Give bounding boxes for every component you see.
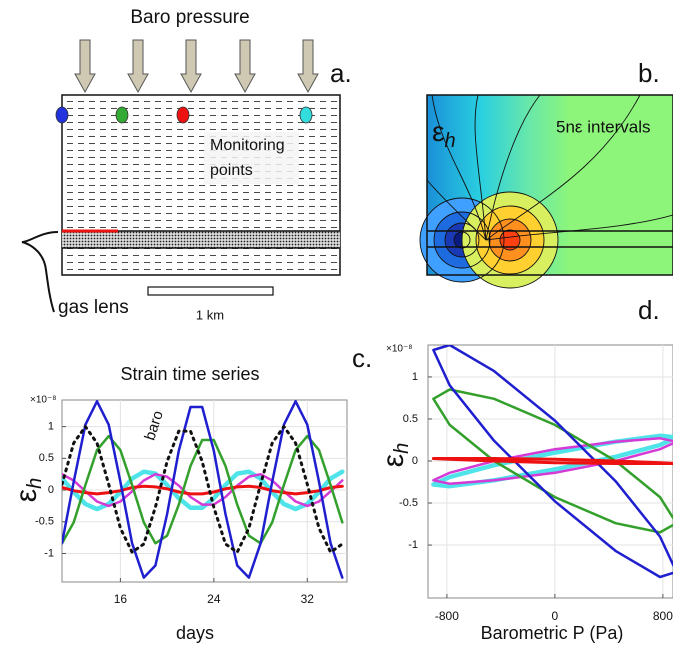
panel-a-title: Baro pressure [130, 7, 249, 28]
y-tick-label: -1 [44, 547, 54, 559]
pressure-arrows [74, 39, 319, 94]
interval-label: 5nε intervals [556, 117, 651, 136]
chart-title: Strain time series [120, 364, 259, 384]
series-line [62, 484, 344, 496]
y-tick-label: 0 [48, 484, 54, 496]
series-line [62, 434, 344, 545]
x-tick-label: 800 [653, 609, 673, 623]
y-tick-label: -1 [408, 539, 418, 551]
y-tick-label: 0.5 [403, 413, 418, 425]
series-line [62, 469, 345, 512]
panel-b: b. εh 5nε intervals [419, 58, 673, 289]
strain-contours [419, 94, 673, 289]
x-axis-label: days [176, 623, 214, 643]
panel-a: Baro pressure a. Monitoring points gas l… [21, 7, 352, 322]
y-tick-label: 1 [412, 371, 418, 383]
y-axis-label: εh [10, 478, 46, 503]
series-line [62, 472, 344, 508]
y-tick-label: -0.5 [399, 497, 418, 509]
x-tick-label: 0 [552, 609, 559, 623]
x-tick-label: 24 [207, 592, 221, 606]
monitoring-points [55, 106, 313, 124]
series-line [62, 400, 344, 579]
map-symbol: εh [432, 116, 456, 152]
x-tick-label: -800 [435, 609, 459, 623]
monitoring-label: points [210, 162, 253, 179]
scale-bar [147, 286, 274, 296]
plot-area [61, 399, 348, 583]
series-line [432, 345, 673, 579]
y-axis-label: εh [377, 443, 413, 468]
series-line [62, 425, 344, 554]
panel-label: b. [638, 58, 660, 88]
x-tick-label: 32 [301, 592, 315, 606]
plot-lines [62, 400, 345, 579]
y-multiplier: ×10⁻⁸ [30, 395, 56, 406]
chart-panel: -1 -0.5 0 0.5 1 -800 0 800 d. ×10⁻⁸ Barometric P (… [377, 295, 673, 643]
monitoring-label: Monitoring [210, 137, 285, 154]
series-line [431, 457, 673, 465]
gas-lens-pointer [21, 231, 59, 313]
x-axis-label: Barometric P (Pa) [481, 623, 624, 643]
panel-label: c. [352, 343, 372, 373]
gas-layer [62, 231, 340, 248]
y-tick-label: 0.5 [39, 452, 54, 464]
y-tick-label: -0.5 [35, 516, 54, 528]
panel-label: a. [330, 58, 352, 88]
panel-label: d. [638, 295, 660, 325]
gas-lens-label: gas lens [58, 297, 129, 318]
plot-lines [431, 345, 673, 579]
y-tick-label: 1 [48, 421, 54, 433]
y-tick-label: 0 [412, 455, 418, 467]
x-tick-label: 16 [114, 592, 128, 606]
scale-label: 1 km [196, 307, 224, 322]
y-multiplier: ×10⁻⁸ [386, 344, 412, 355]
